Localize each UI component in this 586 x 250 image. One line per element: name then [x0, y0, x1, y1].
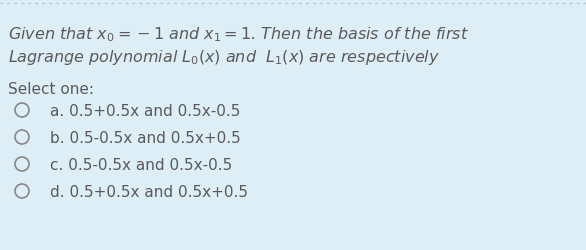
Text: Select one:: Select one:	[8, 82, 94, 96]
Text: c. 0.5-0.5x and 0.5x-0.5: c. 0.5-0.5x and 0.5x-0.5	[50, 157, 232, 172]
Text: d. 0.5+0.5x and 0.5x+0.5: d. 0.5+0.5x and 0.5x+0.5	[50, 184, 248, 199]
Text: b. 0.5-0.5x and 0.5x+0.5: b. 0.5-0.5x and 0.5x+0.5	[50, 130, 241, 146]
Text: Given that $x_0= -1$ and $x_1= 1$. Then the basis of the first: Given that $x_0= -1$ and $x_1= 1$. Then …	[8, 25, 469, 44]
Text: a. 0.5+0.5x and 0.5x-0.5: a. 0.5+0.5x and 0.5x-0.5	[50, 104, 240, 118]
Text: Lagrange polynomial $L_0(x)$ and  $L_1(x)$ are respectively: Lagrange polynomial $L_0(x)$ and $L_1(x)…	[8, 48, 440, 67]
